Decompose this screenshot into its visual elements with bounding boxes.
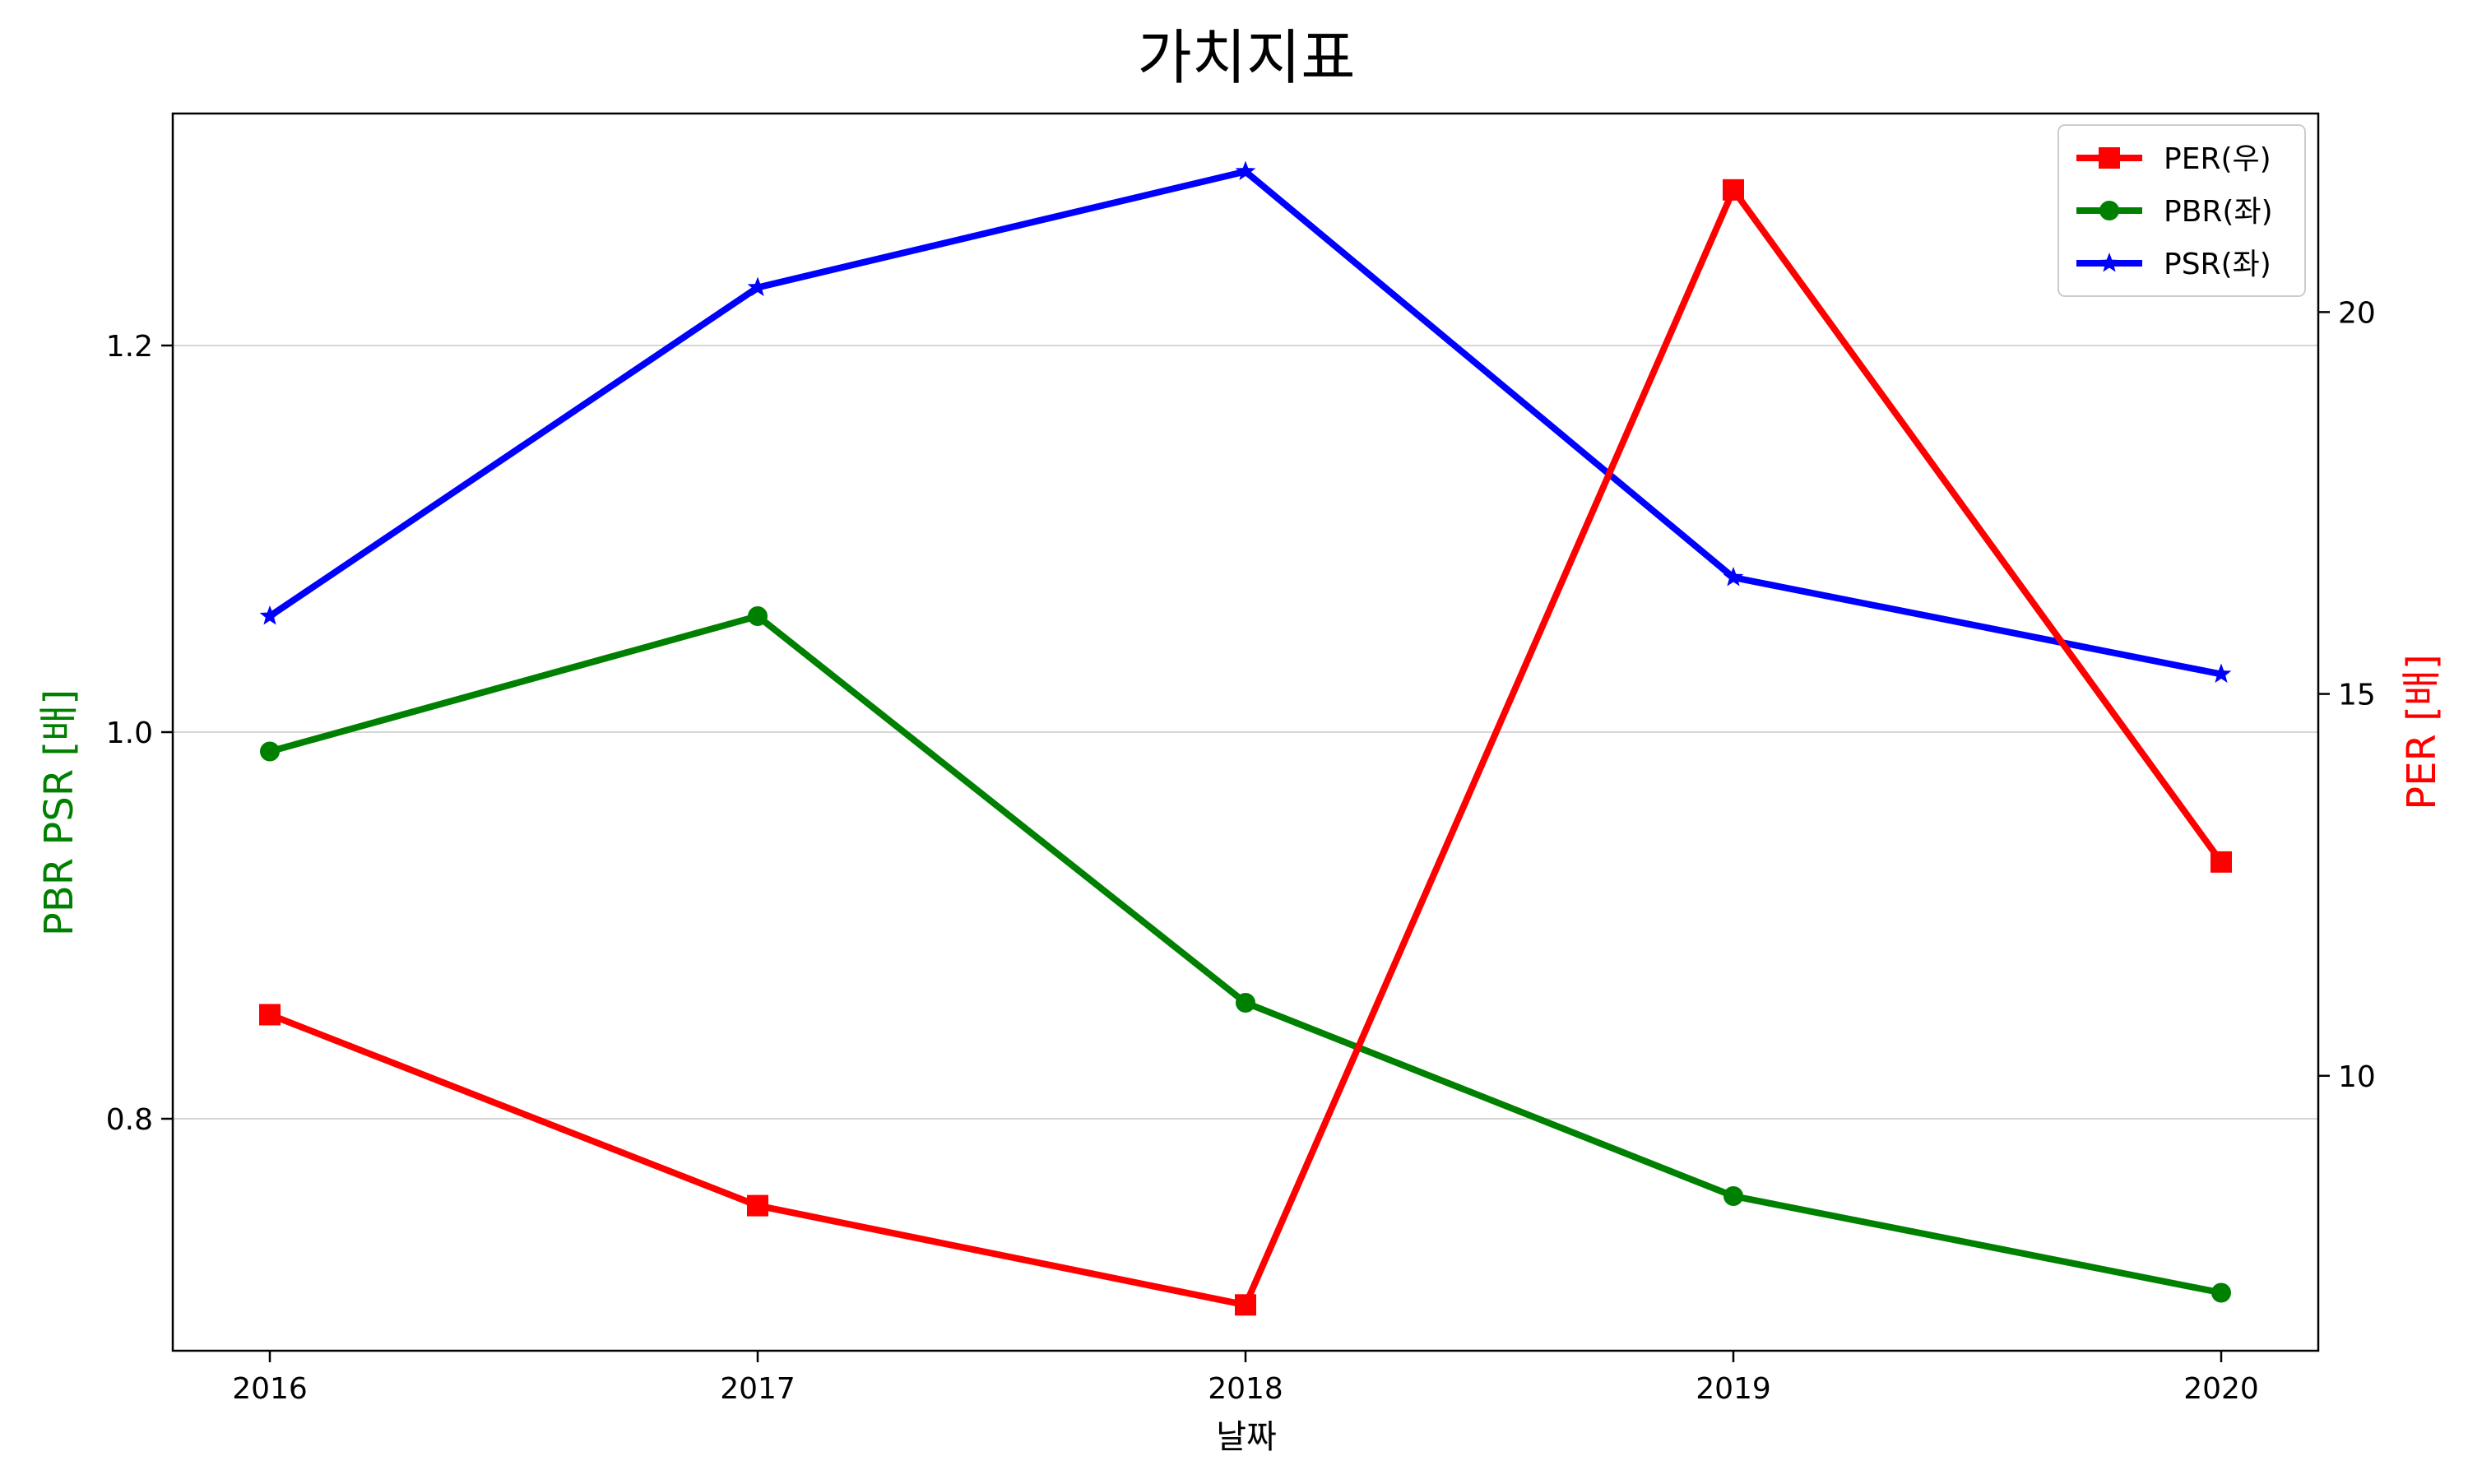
y-right-tick-label: 20 (2338, 296, 2376, 330)
y-left-tick-label: 1.0 (106, 716, 153, 750)
chart-title: 가치지표 (1138, 23, 1356, 92)
data-point (747, 276, 768, 296)
legend-label: PSR(좌) (2164, 248, 2271, 281)
legend-marker (2099, 147, 2120, 169)
legend-marker (2099, 253, 2120, 272)
x-tick-label: 2018 (1208, 1372, 1283, 1406)
data-point (259, 605, 281, 625)
y-left-tick-label: 0.8 (106, 1103, 153, 1137)
data-point (1723, 567, 1744, 587)
y-axis-right-label: PER [배] (2399, 654, 2445, 810)
data-point (1236, 993, 1255, 1013)
series-PSR(좌) (259, 160, 2232, 683)
legend-label: PER(우) (2164, 142, 2271, 176)
data-point (1723, 1186, 1743, 1206)
legend-item: PBR(좌) (2076, 195, 2273, 229)
series-PER(우) (259, 179, 2232, 1316)
series-lines (259, 160, 2232, 1316)
y-axis-left-label: PBR PSR [배] (36, 689, 82, 936)
data-point (2211, 851, 2232, 873)
legend: PER(우) PBR(좌) PSR(좌) (2057, 124, 2306, 297)
x-tick-label: 2016 (232, 1372, 308, 1406)
data-point (1235, 1294, 1256, 1316)
series-PBR(좌) (260, 606, 2231, 1303)
x-tick-label: 2019 (1696, 1372, 1771, 1406)
axes: 2016 2017 2018 2019 2020 0.8 1.0 1.2 10 15 20 (106, 112, 2376, 1406)
legend-item: PER(우) (2076, 142, 2271, 176)
legend-marker (2099, 201, 2119, 220)
y-right-tick-label: 10 (2338, 1060, 2376, 1094)
data-point (260, 741, 280, 762)
x-axis-label: 날짜 (1216, 1418, 1277, 1456)
y-right-tick-label: 15 (2338, 679, 2376, 712)
data-point (259, 1004, 281, 1026)
y-left-tick-label: 1.2 (106, 330, 153, 364)
data-point (748, 606, 768, 626)
x-tick-label: 2017 (720, 1372, 796, 1406)
legend-item: PSR(좌) (2076, 248, 2271, 281)
data-point (1723, 179, 1744, 201)
x-tick-label: 2020 (2183, 1372, 2259, 1406)
legend-label: PBR(좌) (2164, 195, 2273, 229)
data-point (1235, 160, 1256, 180)
data-point (2211, 1282, 2231, 1303)
data-point (747, 1194, 768, 1217)
data-point (2211, 663, 2232, 683)
